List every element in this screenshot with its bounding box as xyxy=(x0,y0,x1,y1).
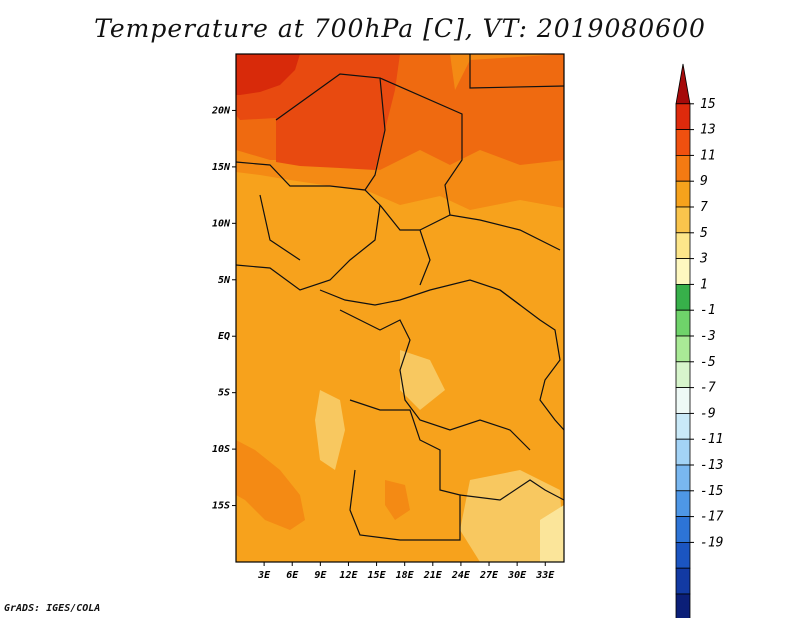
field-patch-light-1 xyxy=(315,390,345,470)
colorbar-swatch xyxy=(675,103,691,131)
colorbar-label: -19 xyxy=(700,535,723,550)
lat-tick-label: 5N xyxy=(218,275,231,286)
colorbar-swatch xyxy=(675,516,691,543)
border-north xyxy=(275,73,386,191)
field-patch-light-2 xyxy=(400,350,445,410)
colorbar-swatch xyxy=(675,490,691,517)
colorbar-label: -13 xyxy=(700,458,723,473)
field-band-15 xyxy=(236,54,300,95)
colorbar-label: -17 xyxy=(700,510,724,525)
colorbar-swatch xyxy=(675,335,691,363)
colorbar-swatch xyxy=(675,180,691,208)
colorbar-label: -1 xyxy=(700,303,716,318)
lon-tick-label: 18E xyxy=(396,570,415,581)
latitude-axis: 20N 15N 10N 5N EQ 5S 10S 15S xyxy=(211,105,236,512)
lat-tick-label: 10S xyxy=(212,444,230,455)
border-angola xyxy=(349,399,461,541)
colorbar-label: 5 xyxy=(700,226,708,241)
lon-tick-label: 12E xyxy=(339,570,358,581)
colorbar-swatch xyxy=(675,361,691,388)
border-nigeria xyxy=(259,194,301,261)
lon-tick-label: 33E xyxy=(535,570,555,581)
border-coast-west xyxy=(236,204,381,291)
colorbar-label: -5 xyxy=(700,355,716,370)
colorbar-label: 3 xyxy=(699,252,708,267)
lat-tick-label: 5S xyxy=(218,388,230,399)
colorbar-label: 13 xyxy=(700,123,716,138)
colorbar-swatch xyxy=(675,412,691,440)
colorbar-swatch xyxy=(675,464,691,492)
border-libya-chad xyxy=(379,77,463,216)
colorbar-label: -11 xyxy=(700,432,723,447)
lon-tick-label: 30E xyxy=(507,570,527,581)
colorbar-swatch xyxy=(675,232,691,260)
colorbar-label: -9 xyxy=(700,406,716,421)
colorbar-label: 11 xyxy=(700,148,716,163)
border-congo xyxy=(339,309,531,451)
colorbar-swatch xyxy=(675,438,691,466)
border-sudan xyxy=(419,214,561,251)
colorbar-swatch xyxy=(675,309,691,337)
colorbar-swatch xyxy=(675,154,691,182)
colorbar-label: -7 xyxy=(700,381,716,396)
colorbar-label: -3 xyxy=(700,329,716,344)
colorbar-swatch xyxy=(675,206,691,234)
lat-tick-label: 15N xyxy=(212,162,231,173)
colorbar-label: 9 xyxy=(700,174,708,189)
colorbar-swatch xyxy=(675,258,691,285)
border-car xyxy=(319,279,521,306)
colorbar-swatch xyxy=(675,283,691,311)
colorbar-label: -15 xyxy=(700,484,724,499)
colorbar-arrow-top xyxy=(675,63,691,105)
border-sahel xyxy=(236,161,381,206)
map-frame xyxy=(235,53,565,563)
field-patch-pale xyxy=(540,505,564,562)
lon-tick-label: 6E xyxy=(286,570,299,581)
lat-tick-label: EQ xyxy=(218,331,230,342)
field-patch-sw xyxy=(236,440,305,530)
longitude-axis: 3E 6E 9E 12E 15E 18E 21E 24E 27E 30E 33E xyxy=(257,562,555,581)
lat-tick-label: 10N xyxy=(212,218,231,229)
border-zambia xyxy=(459,479,564,501)
lon-tick-label: 27E xyxy=(479,570,499,581)
colorbar-swatch xyxy=(675,387,691,414)
lon-tick-label: 3E xyxy=(257,570,271,581)
lon-tick-label: 9E xyxy=(314,570,327,581)
lon-tick-label: 15E xyxy=(368,570,387,581)
lat-tick-label: 20N xyxy=(211,105,231,116)
colorbar: 15 13 11 9 7 5 3 1 -1 -3 -5 -7 -9 -11 -13 -15 -17 -19 xyxy=(675,63,724,618)
colorbar-swatch xyxy=(675,593,691,618)
field-patch-red-s xyxy=(385,480,410,520)
lon-tick-label: 24E xyxy=(451,570,471,581)
country-borders xyxy=(236,54,564,541)
colorbar-swatch xyxy=(675,129,691,156)
colorbar-label: 7 xyxy=(700,200,708,215)
colorbar-label: 15 xyxy=(700,97,716,112)
grads-credit: GrADS: IGES/COLA xyxy=(4,603,101,614)
colorbar-swatch xyxy=(675,567,691,595)
border-chad-car xyxy=(379,204,431,286)
colorbar-label: 1 xyxy=(700,277,708,292)
lon-tick-label: 21E xyxy=(423,570,443,581)
lat-tick-label: 15S xyxy=(212,501,230,512)
colorbar-swatch xyxy=(675,542,691,569)
chart-title: Temperature at 700hPa [C], VT: 201908060… xyxy=(94,14,706,43)
temperature-field xyxy=(236,54,564,562)
field-patch-light-3 xyxy=(460,470,564,562)
border-east xyxy=(499,289,564,431)
border-egypt-sudan xyxy=(469,54,564,89)
